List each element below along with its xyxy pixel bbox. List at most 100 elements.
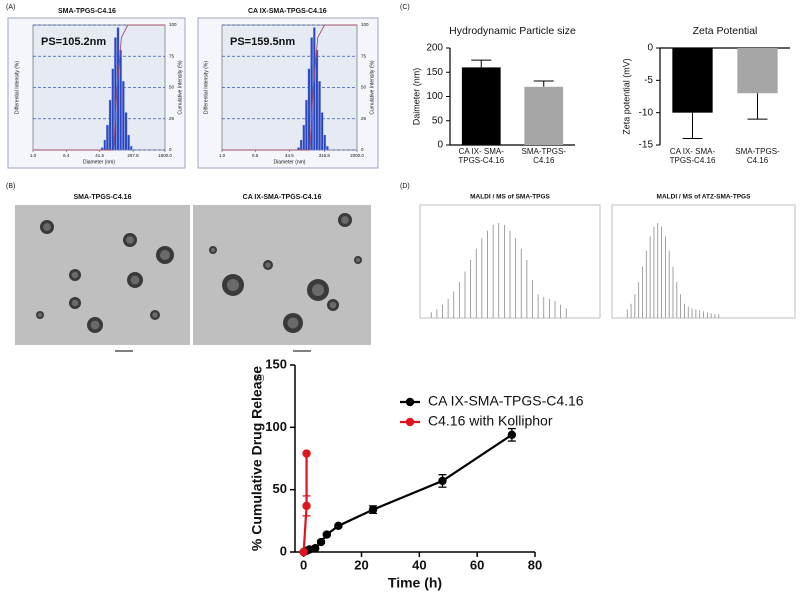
y-tick-label: -15 [639,140,654,151]
bar [737,48,778,94]
panel-label: (E) [255,375,264,382]
image-title: SMA-TPGS-C4.16 [74,194,132,201]
x-tick-label: CA IX- SMA-TPGS-C4.16 [458,147,504,165]
histogram-bar [108,99,112,151]
x-tick-label: 1.0 [219,153,226,158]
point [302,501,311,511]
particle-core [226,278,240,292]
y-tick-label: -10 [639,107,654,118]
histogram-bar [320,112,324,151]
bar [672,48,713,113]
particle-core [329,301,337,309]
annotation: PS=105.2nm [41,36,106,48]
chart-title: MALDI / MS of SMA-TPGS [470,194,550,201]
x-tick-label: SMA-TPGS-C4.16 [522,147,567,165]
particle-core [130,275,140,285]
y-tick-label: 50 [432,115,444,126]
y-tick-label: 50 [273,481,287,496]
annotation: PS=159.5nm [230,36,295,48]
panel-label: (D) [400,183,410,190]
y-axis-label: % Cumulative Drug Release [249,366,265,551]
particle-core [341,216,349,224]
y2-tick-label: 75 [169,53,175,58]
x-axis-label: Diameter (nm) [83,159,115,165]
particle-core [126,236,134,244]
legend-marker [405,417,415,427]
y2-tick-label: 100 [361,22,369,27]
histogram-bar [122,81,125,151]
point [507,430,517,440]
histogram-bar [119,49,122,151]
histogram-bar [326,146,329,151]
x-tick-label: 60 [470,557,484,572]
x-tick-label: 267.8 [127,153,139,158]
x-tick-label: 2000.0 [350,153,364,158]
histogram-bar [299,139,303,151]
x-tick-label: 80 [528,557,542,572]
x-tick-label: 6.5 [252,153,259,158]
chart-title: MALDI / MS of ATZ-SMA-TPGS [657,194,752,201]
cumulative-line [222,24,357,151]
panel-label: (B) [6,183,15,190]
histogram-bar [129,146,133,151]
point [316,537,326,547]
legend-marker [405,397,415,407]
histogram-bar [106,124,109,151]
chart-title: CA IX-SMA-TPGS-C4.16 [248,8,327,15]
y2-tick-label: 50 [361,85,367,90]
particle-core [152,312,158,318]
histogram-bar [124,112,128,151]
y2-tick-label: 0 [169,147,172,152]
particle-core [71,271,79,279]
particle-core [71,299,79,307]
particle-core [355,257,361,263]
point [299,547,308,557]
histogram-bar [315,49,319,151]
particle-core [160,250,170,260]
y-tick-label: 150 [426,67,443,78]
y-axis-label: Daimeter (nm) [411,68,421,126]
y2-tick-label: 25 [361,116,367,121]
cumulative-line [33,24,165,151]
bar [461,67,501,145]
y-tick-label: 100 [265,419,287,434]
image-title: CA IX-SMA-TPGS-C4.16 [243,194,322,201]
plot-frame [611,204,796,319]
chart-title: Hydrodynamic Particle size [449,25,576,37]
histogram-bar [318,81,321,151]
y-tick-label: 0 [647,43,653,54]
legend-label: C4.16 with Kolliphor [428,413,553,429]
y2-tick-label: 0 [361,147,364,152]
y-tick-label: 200 [426,43,443,54]
y2-axis-label: Cumulative Intensity (%) [369,60,375,115]
y2-tick-label: 75 [361,53,367,58]
y2-tick-label: 50 [169,85,175,90]
particle-core [210,247,216,253]
y-tick-label: 0 [437,140,443,151]
x-tick-label: 44.5 [285,153,294,158]
legend-label: CA IX-SMA-TPGS-C4.16 [428,393,584,409]
histogram-bar [111,68,115,151]
bar [524,86,564,145]
y2-tick-label: 25 [169,116,175,121]
y-tick-label: 100 [426,91,443,102]
panel-label: (C) [400,4,410,11]
x-tick-label: 40 [412,557,426,572]
x-tick-label: 0 [300,557,307,572]
panel-label: (A) [6,4,15,11]
particle-core [265,262,271,268]
point [334,521,343,531]
point [311,544,320,553]
point [302,449,311,458]
particle-core [311,283,325,297]
x-tick-label: SMA-TPGS-C4.16 [735,147,780,165]
particle-core [43,223,51,231]
particle-core [90,320,100,330]
point [368,505,378,514]
histogram-bar [103,139,107,151]
point [438,476,447,486]
chart-title: SMA-TPGS-C4.16 [58,8,116,15]
particle-core [287,317,299,329]
particle-core [37,312,43,318]
